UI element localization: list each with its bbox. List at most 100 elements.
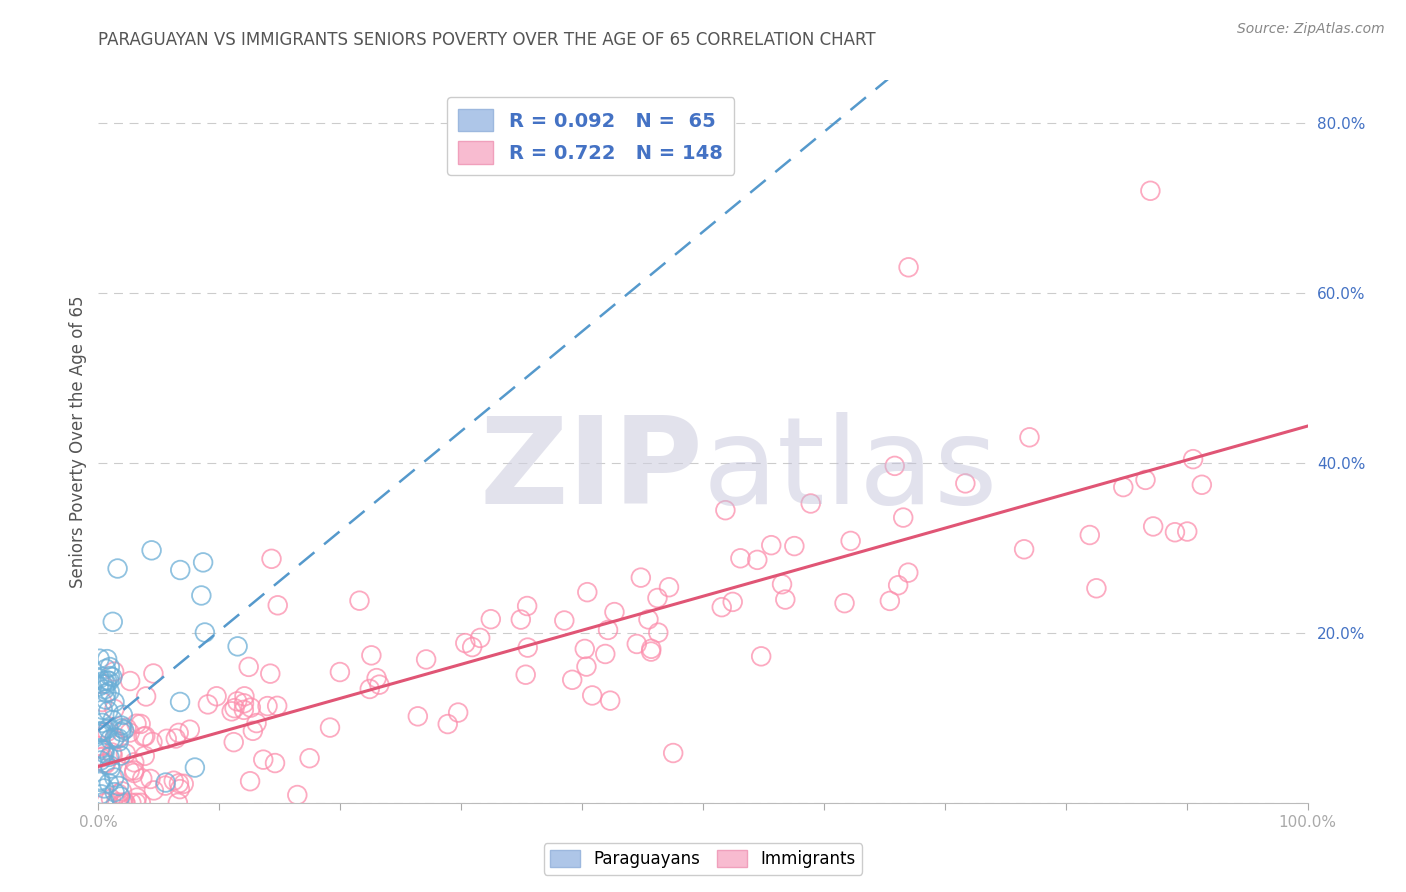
- Point: [285, 788, 308, 802]
- Point: [169, 782, 191, 797]
- Point: [232, 703, 254, 717]
- Point: [98, 660, 121, 674]
- Point: [132, 730, 155, 744]
- Point: [1085, 581, 1108, 595]
- Point: [87, 727, 110, 741]
- Point: [101, 670, 124, 684]
- Point: [239, 700, 262, 714]
- Point: [107, 561, 129, 575]
- Point: [603, 605, 626, 619]
- Point: [134, 748, 156, 763]
- Point: [93, 743, 115, 757]
- Point: [329, 665, 352, 679]
- Point: [93, 795, 115, 809]
- Point: [470, 631, 492, 645]
- Point: [169, 563, 191, 577]
- Point: [721, 595, 744, 609]
- Point: [879, 594, 901, 608]
- Point: [112, 796, 135, 810]
- Point: [640, 641, 662, 656]
- Point: [94, 756, 117, 771]
- Point: [596, 623, 619, 637]
- Point: [167, 776, 190, 790]
- Y-axis label: Seniors Poverty Over the Age of 65: Seniors Poverty Over the Age of 65: [69, 295, 87, 588]
- Point: [125, 716, 148, 731]
- Point: [509, 613, 531, 627]
- Point: [233, 696, 256, 710]
- Point: [260, 551, 283, 566]
- Point: [104, 785, 127, 799]
- Point: [142, 666, 165, 681]
- Point: [97, 704, 120, 718]
- Point: [155, 775, 177, 789]
- Point: [839, 533, 862, 548]
- Point: [101, 615, 124, 629]
- Point: [516, 599, 538, 613]
- Point: [115, 721, 138, 735]
- Point: [163, 773, 186, 788]
- Point: [135, 690, 157, 704]
- Point: [264, 756, 287, 770]
- Point: [91, 715, 114, 730]
- Point: [783, 539, 806, 553]
- Point: [131, 772, 153, 786]
- Point: [103, 732, 125, 747]
- Point: [110, 789, 132, 804]
- Point: [887, 578, 910, 592]
- Point: [658, 580, 681, 594]
- Point: [637, 612, 659, 626]
- Point: [454, 636, 477, 650]
- Point: [173, 777, 195, 791]
- Point: [1191, 477, 1213, 491]
- Point: [267, 599, 290, 613]
- Point: [129, 717, 152, 731]
- Point: [891, 510, 914, 524]
- Point: [134, 729, 156, 743]
- Point: [141, 543, 163, 558]
- Point: [226, 694, 249, 708]
- Point: [461, 640, 484, 654]
- Point: [91, 725, 114, 739]
- Point: [553, 614, 575, 628]
- Point: [110, 718, 132, 732]
- Point: [94, 796, 117, 810]
- Point: [242, 723, 264, 738]
- Point: [593, 647, 616, 661]
- Point: [662, 746, 685, 760]
- Point: [90, 723, 112, 738]
- Point: [226, 640, 249, 654]
- Point: [165, 731, 187, 746]
- Point: [112, 723, 135, 737]
- Point: [96, 724, 118, 739]
- Point: [142, 783, 165, 797]
- Point: [647, 591, 669, 605]
- Point: [368, 678, 391, 692]
- Point: [111, 707, 134, 722]
- Point: [167, 726, 190, 740]
- Point: [125, 790, 148, 805]
- Point: [298, 751, 321, 765]
- Point: [1139, 184, 1161, 198]
- Point: [1018, 430, 1040, 444]
- Point: [103, 695, 125, 709]
- Point: [516, 640, 538, 655]
- Point: [415, 652, 437, 666]
- Point: [238, 660, 260, 674]
- Point: [561, 673, 583, 687]
- Point: [1142, 519, 1164, 533]
- Point: [581, 689, 603, 703]
- Point: [256, 699, 278, 714]
- Point: [1182, 452, 1205, 467]
- Point: [883, 458, 905, 473]
- Point: [245, 716, 267, 731]
- Point: [169, 695, 191, 709]
- Point: [110, 748, 132, 763]
- Point: [191, 555, 214, 569]
- Point: [714, 503, 737, 517]
- Point: [730, 551, 752, 566]
- Point: [94, 662, 117, 676]
- Point: [1078, 528, 1101, 542]
- Point: [98, 732, 121, 747]
- Point: [91, 695, 114, 709]
- Point: [96, 686, 118, 700]
